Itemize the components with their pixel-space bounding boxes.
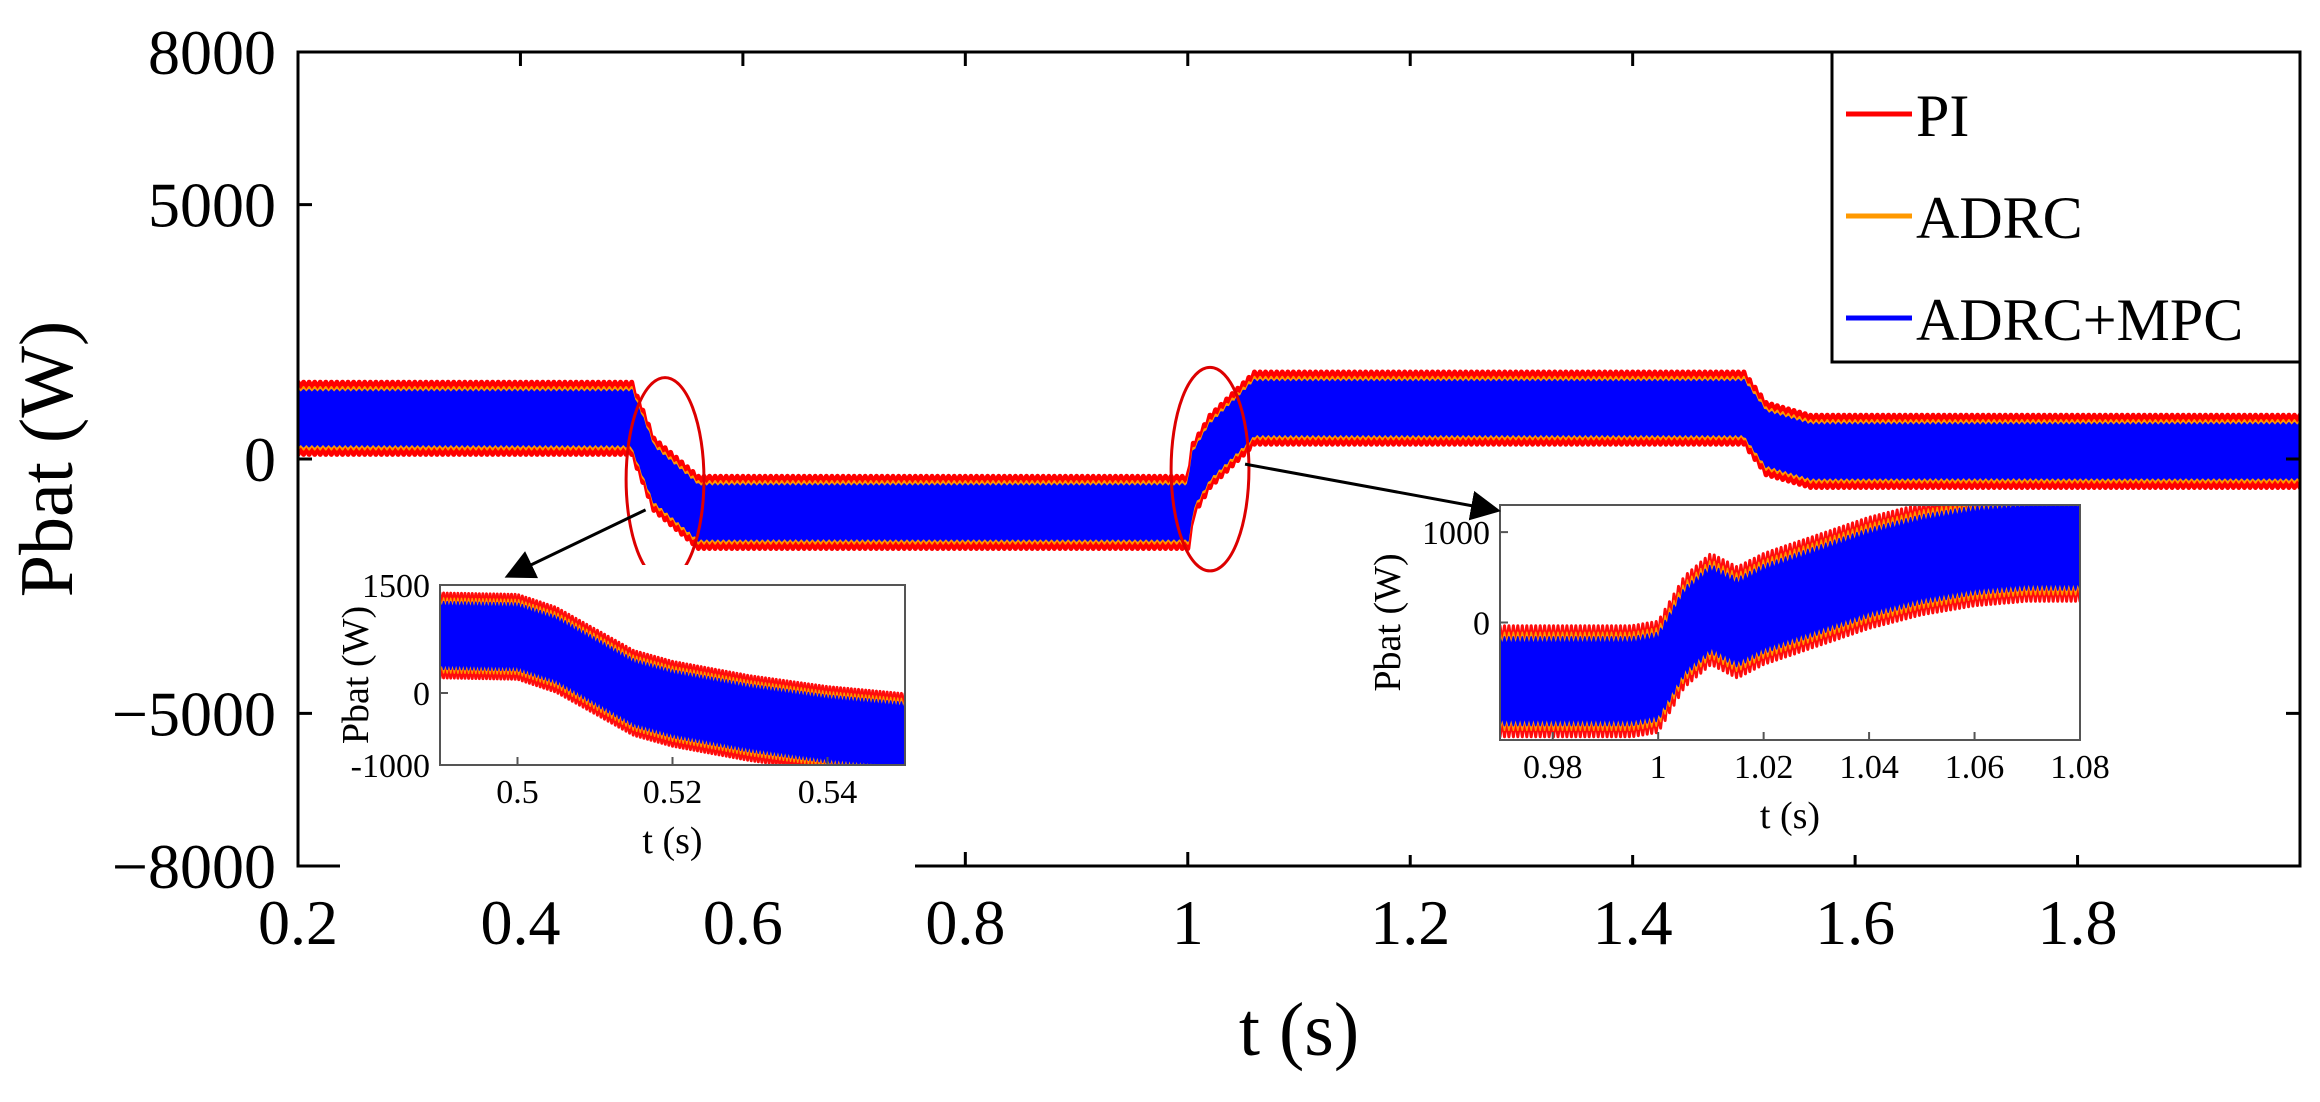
y-tick-label: 8000 [148, 17, 276, 88]
x-tick-label: 0.2 [258, 887, 338, 958]
zoom-arrow-2 [1244, 462, 1501, 521]
series-band-adrc-mpc [298, 378, 2300, 542]
x-axis-label: t (s) [1239, 988, 1359, 1072]
inset-x-tick-label: 1.02 [1734, 749, 1794, 786]
legend-label-pi: PI [1916, 83, 1969, 149]
x-tick-label: 0.8 [925, 887, 1005, 958]
y-axis-label: Pbat (W) [5, 321, 89, 597]
inset-x-tick-label: 1.08 [2050, 749, 2110, 786]
inset-y-tick-label: -1000 [351, 748, 430, 785]
inset-series-band-adrc-mpc [1500, 505, 2080, 727]
legend-box [1830, 50, 2302, 364]
inset-y-axis-label: Pbat (W) [1367, 553, 1409, 691]
legend-label-adrc: ADRC [1916, 185, 2083, 251]
inset-series-group [440, 591, 905, 765]
inset-x-tick-label: 1.06 [1945, 749, 2005, 786]
legend-label-adrc-mpc: ADRC+MPC [1916, 287, 2243, 353]
inset-y-axis-label: Pbat (W) [335, 606, 377, 744]
inset-x-axis-label: t (s) [642, 820, 702, 862]
inset-x-tick-label: 0.5 [496, 774, 539, 811]
inset-x-tick-label: 0.52 [643, 774, 703, 811]
y-tick-label: 0 [244, 424, 276, 495]
inset-y-tick-label: 1000 [1422, 515, 1490, 552]
inset-chart-1: 0.5 0.52 0.54 1500 0 -1000 t (s) Pbat (W) [335, 565, 915, 870]
x-tick-label: 1.4 [1593, 887, 1673, 958]
x-tick-label: 1.2 [1370, 887, 1450, 958]
inset-x-axis-label: t (s) [1760, 795, 1820, 837]
x-tick-label: 1 [1172, 887, 1204, 958]
legend: PI ADRC ADRC+MPC [1830, 50, 2302, 364]
y-tick-label: 5000 [148, 170, 276, 241]
inset-series-band-adrc-mpc [440, 600, 905, 765]
inset-x-tick-label: 0.98 [1523, 749, 1583, 786]
inset-chart-2: 0.98 1 1.02 1.04 1.06 1.08 1000 0 t (s) Pbat (W) [1367, 495, 2110, 855]
y-tick-label: −8000 [112, 831, 276, 902]
series-group [298, 369, 2300, 551]
inset-y-tick-label: 0 [413, 676, 430, 713]
y-tick-label: −5000 [112, 678, 276, 749]
zoom-ellipse-2 [1169, 365, 1251, 573]
inset-series-group [1500, 505, 2080, 739]
x-tick-label: 1.8 [2038, 887, 2118, 958]
inset-x-tick-label: 0.54 [798, 774, 858, 811]
x-tick-label: 0.6 [703, 887, 783, 958]
inset-x-tick-label: 1 [1650, 749, 1667, 786]
x-tick-label: 1.6 [1815, 887, 1895, 958]
arrow-layer [504, 462, 1501, 579]
inset-y-tick-label: 0 [1473, 606, 1490, 643]
inset-y-tick-label: 1500 [362, 568, 430, 605]
zoom-arrow-1 [504, 508, 647, 579]
x-tick-label: 0.4 [480, 887, 560, 958]
inset-x-tick-label: 1.04 [1839, 749, 1899, 786]
